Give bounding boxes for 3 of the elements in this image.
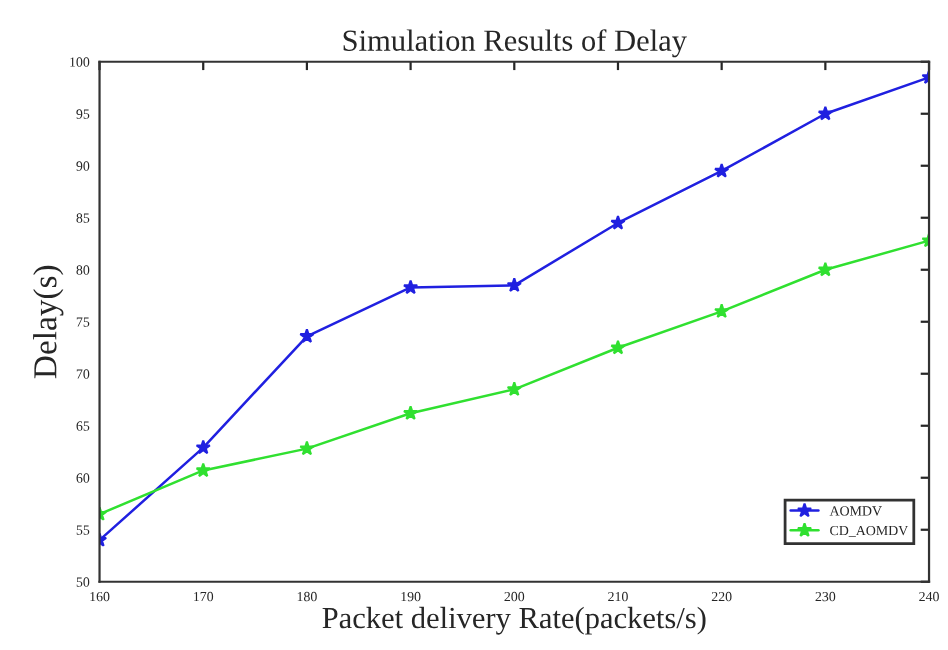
x-axis-title: Packet delivery Rate(packets/s) <box>322 606 706 635</box>
y-axis-title: Delay(s) <box>33 265 64 379</box>
chart-title: Simulation Results of Delay <box>343 29 687 58</box>
